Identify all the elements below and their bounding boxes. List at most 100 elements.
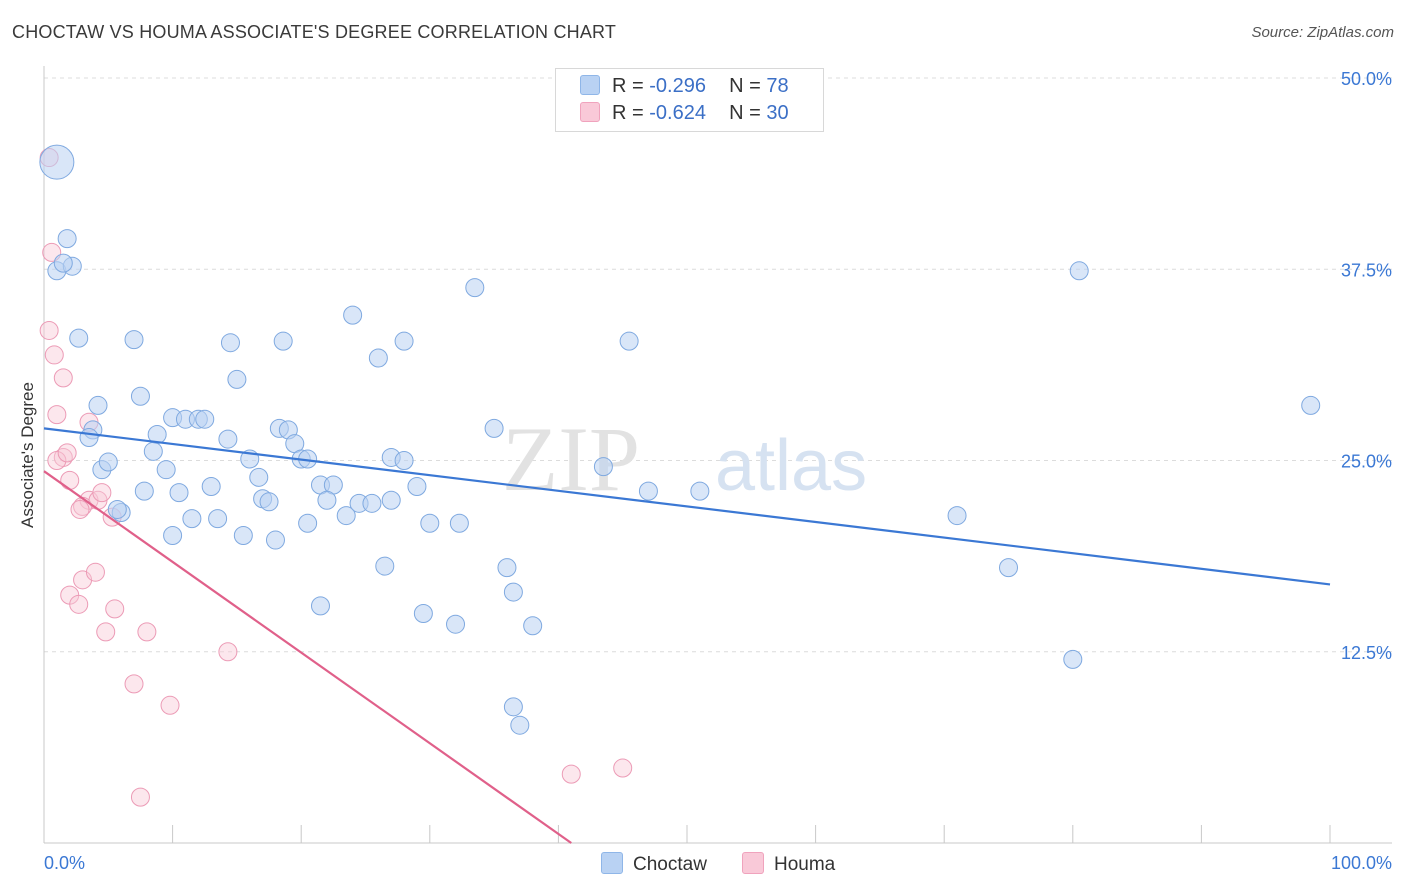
choctaw-point [273,331,293,351]
choctaw-swatch [580,75,600,95]
choctaw-point [593,457,613,477]
bottom-legend-choctaw: Choctaw [601,852,707,876]
choctaw-point [233,525,253,545]
houma-point [218,642,238,662]
y-tick-label: 50.0% [1341,69,1392,89]
legend-row-choctaw: R = -0.296 N = 78 [580,75,789,98]
n-label: N = [729,102,761,124]
choctaw-point [53,253,73,273]
choctaw-point [156,460,176,480]
choctaw-point [465,278,485,298]
y-tick-label: 25.0% [1341,452,1392,472]
houma-point [137,622,157,642]
houma-point [47,451,67,470]
choctaw-point [317,490,337,510]
houma-point [69,594,89,614]
choctaw-legend-swatch [601,852,623,874]
choctaw-point [98,452,118,472]
choctaw-point [107,499,127,519]
choctaw-point [394,451,414,470]
r-label: R = [612,102,644,124]
choctaw-point [449,513,469,533]
choctaw-point [169,483,189,503]
choctaw-point [220,333,240,353]
choctaw-point [336,506,356,526]
choctaw-point [182,509,202,529]
n-label: N = [729,75,761,97]
houma-point [92,483,112,503]
houma-point [57,443,77,463]
watermark-zip: ZIP [502,408,640,510]
choctaw-point [88,395,108,415]
houma-legend-swatch [742,852,764,874]
choctaw-point [195,409,215,429]
choctaw-point [130,386,150,406]
y-tick-label: 12.5% [1341,643,1392,663]
chart-title: CHOCTAW VS HOUMA ASSOCIATE'S DEGREE CORR… [12,22,617,42]
choctaw-point [381,490,401,510]
choctaw-r-value: -0.296 [649,75,706,97]
houma-point [613,758,633,778]
houma-point [85,562,105,582]
choctaw-point [298,513,318,533]
choctaw-point [484,418,504,438]
choctaw-point [163,525,183,545]
choctaw-point [407,477,427,497]
choctaw-point [249,467,269,487]
houma-point [60,470,80,490]
watermark-atlas: atlas [715,426,867,506]
choctaw-point [503,582,523,602]
choctaw-point [343,305,363,325]
houma-point [160,695,180,715]
houma-point [39,320,59,340]
choctaw-point [1063,649,1083,669]
choctaw-point [690,481,710,501]
legend-row-houma: R = -0.624 N = 30 [580,102,789,125]
bottom-legend-houma: Houma [742,852,835,876]
source-label: Source: ZipAtlas.com [1251,24,1394,41]
choctaw-point [619,331,639,351]
houma-point [124,674,144,694]
choctaw-point [218,429,238,449]
choctaw-point [947,506,967,526]
houma-point [47,405,67,425]
choctaw-point [134,481,154,501]
choctaw-n-value: 78 [766,75,789,97]
houma-point [70,499,90,519]
choctaw-point [420,513,440,533]
choctaw-point [259,492,279,512]
choctaw-point [1301,395,1321,415]
choctaw-point [413,604,433,623]
x-tick-label: 0.0% [44,853,85,873]
choctaw-point [638,481,658,501]
choctaw-point [503,697,523,717]
houma-r-value: -0.624 [649,102,706,124]
correlation-legend: R = -0.296 N = 78 R = -0.624 N = 30 [555,68,824,132]
choctaw-point [227,369,247,389]
choctaw-point [201,477,221,497]
choctaw-point [368,348,388,368]
houma-swatch [580,102,600,122]
choctaw-point [143,441,163,461]
choctaw-point [265,530,285,550]
houma-point [561,764,581,784]
choctaw-point [1069,261,1089,281]
choctaw-trend-line [43,427,1331,586]
choctaw-legend-label: Choctaw [633,854,707,875]
choctaw-point [310,596,330,616]
y-tick-label: 37.5% [1341,260,1392,280]
x-tick-label: 100.0% [1331,853,1392,873]
choctaw-point [523,616,543,636]
choctaw-point [510,715,530,735]
choctaw-point [124,330,144,350]
choctaw-point [69,328,89,348]
houma-point [44,345,64,365]
choctaw-point [375,556,395,576]
choctaw-point [394,331,414,351]
houma-point [105,599,125,619]
choctaw-point [39,144,75,180]
houma-n-value: 30 [766,102,789,124]
houma-point [53,368,73,388]
houma-point [130,787,150,807]
